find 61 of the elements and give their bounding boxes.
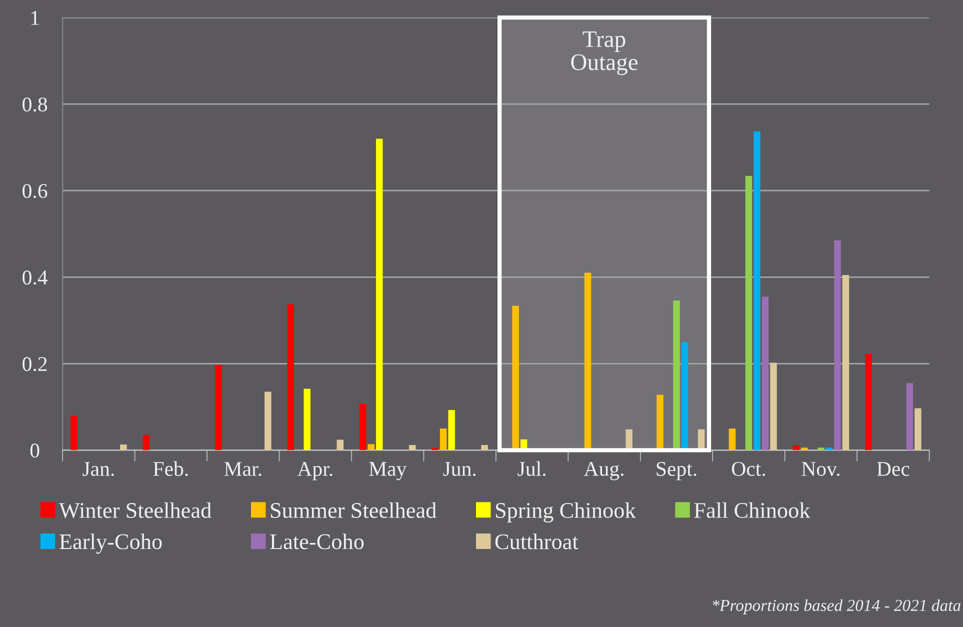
bar (287, 304, 294, 450)
y-tick-label: 0.8 (22, 97, 48, 112)
bar (762, 296, 769, 450)
legend-label: Cutthroat (495, 534, 578, 550)
legend-label: Winter Steelhead (58, 502, 212, 518)
text: *Proportions based 2014 - 2021 data (712, 599, 960, 614)
legend-label: Late-Coho (270, 534, 364, 550)
x-tick-label: Jun. (443, 462, 476, 476)
bar (448, 410, 455, 450)
bar (215, 364, 222, 450)
bar (142, 435, 150, 450)
x-tick-label: Feb. (153, 461, 188, 476)
x-tick-label: Aug. (584, 462, 624, 480)
bar (70, 416, 78, 450)
bar (512, 306, 519, 450)
bar (865, 354, 872, 450)
y-tick-label: 0.6 (22, 184, 48, 198)
x-tick-label: Jan. (82, 462, 114, 476)
bar (801, 448, 808, 450)
legend-label: Summer Steelhead (270, 502, 436, 518)
bar (408, 444, 416, 450)
bar (440, 428, 447, 450)
x-tick-label: Nov. (802, 462, 840, 476)
bar (359, 404, 366, 450)
bar (481, 444, 488, 450)
bar (818, 448, 824, 450)
bar (906, 383, 914, 450)
x-tick-label: Apr. (297, 462, 332, 480)
x-tick-label: Mar. (224, 462, 262, 476)
x-tick-label: May (369, 462, 407, 480)
x-tick-label: Oct. (732, 462, 765, 476)
legend-label: Early-Coho (60, 534, 162, 554)
bar (673, 300, 680, 450)
bar (368, 444, 374, 450)
y-tick-label: 0.2 (22, 357, 47, 372)
y-tick-label: 0.4 (22, 270, 48, 285)
bar (304, 388, 311, 450)
y-tick-label: 0 (30, 444, 40, 458)
x-tick-label: Dec (877, 462, 910, 476)
bar (728, 428, 736, 450)
bar (834, 240, 841, 450)
bar (826, 448, 833, 450)
bar (770, 362, 777, 450)
legend-label: Fall Chinook (694, 502, 810, 518)
band-label: Trap Outage (571, 31, 638, 76)
bar (120, 444, 127, 450)
bar (792, 444, 800, 450)
y-tick-label: 1 (31, 11, 39, 25)
bar (754, 131, 760, 450)
x-tick-label: Sept. (656, 462, 696, 480)
bar (745, 176, 752, 450)
bar (264, 392, 272, 450)
bar (336, 440, 344, 450)
bar (376, 138, 383, 450)
bar (914, 408, 922, 450)
legend-label: Spring Chinook (496, 502, 636, 523)
bar (842, 274, 850, 450)
bar (656, 394, 664, 450)
x-tick-label: Jul. (518, 461, 546, 476)
bar (584, 272, 592, 450)
bar (681, 342, 688, 450)
